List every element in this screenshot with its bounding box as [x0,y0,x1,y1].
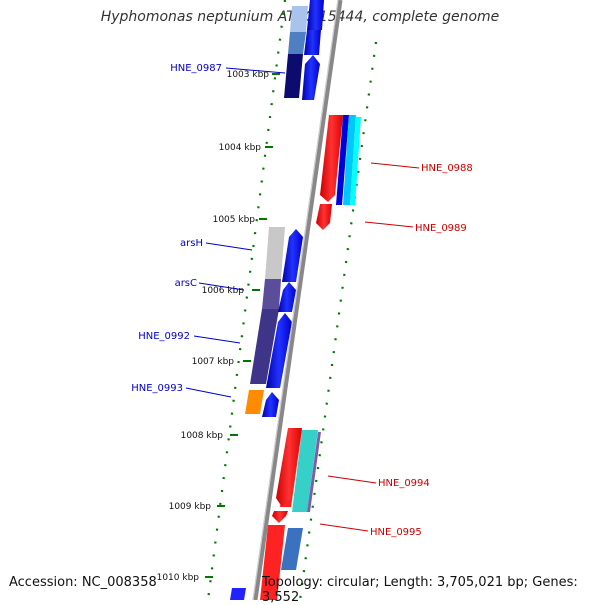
cog-bar [307,432,321,512]
gene-arrow [282,229,303,282]
gene-label: arsH [180,238,203,249]
gene-label: HNE_0992 [138,331,190,342]
outer-dotted-track [298,41,378,600]
gene-label: HNE_0995 [370,527,422,538]
tick-label: 1003 kbp [227,70,270,80]
cog-bar [265,227,285,279]
genome-backbone [252,0,343,600]
gene-label: HNE_0988 [421,163,473,174]
cog-bar [245,390,264,414]
tick-label: 1009 kbp [169,502,212,512]
gene-arrow [262,392,279,417]
tick-label: 1008 kbp [181,431,224,441]
reverse-gene-labels: HNE_0988 HNE_0989 HNE_0994 HNE_0995 [370,163,473,538]
tick-labels: 1003 kbp 1004 kbp 1005 kbp 1006 kbp 1007… [157,70,270,583]
tick-label: 1007 kbp [192,357,235,367]
gene-arrow [266,313,292,388]
gene-arrow [320,115,343,202]
reverse-genes [272,115,361,523]
tick-label: 1004 kbp [219,143,262,153]
gene-arrow [350,117,361,205]
gene-label: HNE_0993 [131,383,183,394]
gene-arrow [278,282,296,312]
cog-bar [292,430,318,512]
cog-bar [284,54,303,98]
gene-arrow [276,428,302,507]
gene-arrow [316,204,332,230]
cog-bar [290,6,308,32]
reverse-leader-lines [319,162,420,532]
accession-label: Accession: NC_008358 [9,575,157,590]
gene-arrow [307,0,324,30]
gene-label: HNE_0994 [378,478,430,489]
tick-label: 1005 kbp [213,215,256,225]
cog-bar [288,32,306,54]
gene-arrow [304,30,321,55]
gene-label: HNE_0987 [170,63,222,74]
cog-bar [260,525,285,600]
gene-arrow [343,115,356,205]
forward-gene-labels: HNE_0987 arsH arsC HNE_0992 HNE_0993 [131,63,222,394]
forward-leader-lines [185,67,286,398]
genome-summary: Topology: circular; Length: 3,705,021 bp… [262,575,578,605]
gene-arrow [272,511,288,523]
cog-bar [281,528,303,570]
cog-bar [250,309,279,384]
forward-genes [262,0,324,417]
gene-arrow [336,115,349,205]
tick-label: 1010 kbp [157,573,200,583]
gene-label: arsC [175,278,197,289]
cog-bar [230,588,246,600]
gene-label: HNE_0989 [415,223,467,234]
scale-ticks [205,73,280,578]
gene-arrow [302,55,320,100]
cog-bar [262,279,281,309]
tick-label: 1006 kbp [202,286,245,296]
